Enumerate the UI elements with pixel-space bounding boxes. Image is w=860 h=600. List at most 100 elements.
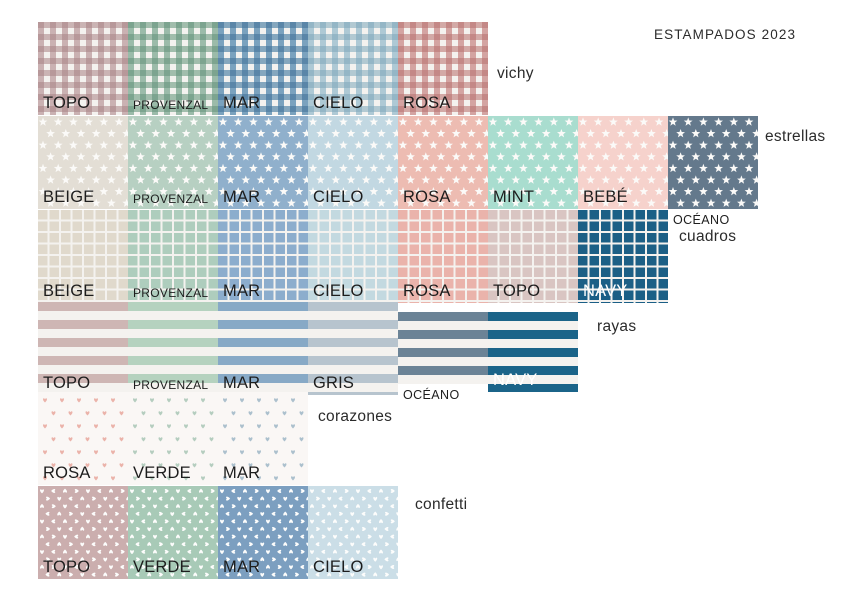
swatch-rayas-gris[interactable]: GRIS [308, 302, 398, 395]
swatch-label: CIELO [313, 187, 364, 206]
group-label-corazones: corazones [318, 408, 393, 425]
swatch-confetti-mar[interactable]: MAR [218, 486, 308, 579]
swatch-label: TOPO [43, 93, 91, 112]
swatch-pattern-hearts [38, 392, 128, 485]
swatch-label: MAR [223, 281, 261, 300]
swatch-pattern-gingham [398, 22, 488, 115]
swatch-rayas-topo[interactable]: TOPO [38, 302, 128, 395]
swatch-label: MAR [223, 463, 261, 482]
swatch-pattern-grid [488, 210, 578, 303]
swatch-cuadros-cielo[interactable]: CIELO [308, 210, 398, 303]
swatch-rayas-provenzal[interactable]: PROVENZAL [128, 302, 218, 395]
swatch-pattern-hearts [218, 392, 308, 485]
swatch-estrellas-mar[interactable]: MAR [218, 116, 308, 209]
swatch-pattern-stripes [38, 302, 128, 395]
swatch-estrellas-cielo[interactable]: CIELO [308, 116, 398, 209]
swatch-cuadros-navy[interactable]: NAVY [578, 210, 668, 303]
swatch-pattern-stars [398, 116, 488, 209]
swatch-estrellas-beige[interactable]: BEIGE [38, 116, 128, 209]
swatch-pattern-confetti [218, 486, 308, 579]
swatch-label: ROSA [403, 281, 451, 300]
swatch-pattern-stripes [308, 302, 398, 395]
swatch-label: VERDE [133, 557, 191, 576]
swatch-pattern-stars [488, 116, 578, 209]
swatch-label: CIELO [313, 281, 364, 300]
swatch-pattern-stripes [488, 312, 578, 392]
swatch-label: ROSA [403, 187, 451, 206]
swatch-pattern-grid [128, 210, 218, 303]
swatch-corazones-verde[interactable]: VERDE [128, 392, 218, 485]
swatch-pattern-confetti [128, 486, 218, 579]
swatch-vichy-cielo[interactable]: CIELO [308, 22, 398, 115]
swatch-label: BEIGE [43, 281, 95, 300]
swatch-estrellas-rosa[interactable]: ROSA [398, 116, 488, 209]
swatch-pattern-stars [128, 116, 218, 209]
swatch-confetti-topo[interactable]: TOPO [38, 486, 128, 579]
group-label-estrellas: estrellas [765, 128, 826, 145]
swatch-pattern-stripes [218, 302, 308, 395]
swatch-label: ROSA [43, 463, 91, 482]
swatch-pattern-grid [218, 210, 308, 303]
swatch-pattern-gingham [218, 22, 308, 115]
swatch-confetti-verde[interactable]: VERDE [128, 486, 218, 579]
swatch-pattern-hearts [128, 392, 218, 485]
swatch-vichy-mar[interactable]: MAR [218, 22, 308, 115]
swatch-label: CIELO [313, 557, 364, 576]
swatch-cuadros-provenzal[interactable]: PROVENZAL [128, 210, 218, 303]
swatch-pattern-stars [668, 116, 758, 209]
swatch-rayas-mar[interactable]: MAR [218, 302, 308, 395]
swatch-label: ROSA [403, 93, 451, 112]
swatch-corazones-mar[interactable]: MAR [218, 392, 308, 485]
swatch-label: PROVENZAL [133, 192, 209, 206]
swatch-label: PROVENZAL [133, 98, 209, 112]
swatch-label: TOPO [43, 373, 91, 392]
swatch-label: BEIGE [43, 187, 95, 206]
swatch-label: PROVENZAL [133, 286, 209, 300]
swatch-pattern-stars [308, 116, 398, 209]
swatch-label: OCÉANO [403, 388, 460, 402]
group-label-confetti: confetti [415, 496, 468, 513]
swatch-label: MAR [223, 373, 261, 392]
swatch-pattern-confetti [308, 486, 398, 579]
group-label-cuadros: cuadros [679, 228, 737, 245]
group-label-rayas: rayas [597, 318, 637, 335]
swatch-estrellas-mint[interactable]: MINT [488, 116, 578, 209]
swatch-vichy-rosa[interactable]: ROSA [398, 22, 488, 115]
swatch-label: BEBÉ [583, 187, 628, 206]
swatch-pattern-stars [38, 116, 128, 209]
swatch-pattern-grid [578, 210, 668, 303]
swatch-cuadros-topo[interactable]: TOPO [488, 210, 578, 303]
swatch-corazones-rosa[interactable]: ROSA [38, 392, 128, 485]
swatch-label: NAVY [493, 370, 538, 389]
swatch-vichy-provenzal[interactable]: PROVENZAL [128, 22, 218, 115]
swatch-label: TOPO [43, 557, 91, 576]
swatch-rayas-navy[interactable]: NAVY [488, 312, 578, 392]
swatch-label: MAR [223, 557, 261, 576]
swatch-label: VERDE [133, 463, 191, 482]
swatch-label: PROVENZAL [133, 378, 209, 392]
swatch-estrellas-ocano[interactable] [668, 116, 758, 209]
swatch-pattern-gingham [38, 22, 128, 115]
swatch-label: MAR [223, 93, 261, 112]
swatch-label: TOPO [493, 281, 541, 300]
swatch-pattern-grid [308, 210, 398, 303]
swatch-label: OCÉANO [673, 213, 730, 227]
swatch-estrellas-beb[interactable]: BEBÉ [578, 116, 668, 209]
swatch-label: CIELO [313, 93, 364, 112]
swatch-cuadros-rosa[interactable]: ROSA [398, 210, 488, 303]
swatch-label: NAVY [583, 281, 628, 300]
swatch-vichy-topo[interactable]: TOPO [38, 22, 128, 115]
swatch-pattern-gingham [128, 22, 218, 115]
swatch-pattern-grid [398, 210, 488, 303]
swatch-cuadros-mar[interactable]: MAR [218, 210, 308, 303]
group-label-vichy: vichy [497, 65, 534, 82]
swatch-pattern-stripes [398, 312, 488, 384]
swatch-confetti-cielo[interactable]: CIELO [308, 486, 398, 579]
swatch-pattern-gingham [308, 22, 398, 115]
swatch-pattern-stars [218, 116, 308, 209]
swatch-pattern-stripes [128, 302, 218, 395]
swatch-rayas-ocano[interactable] [398, 312, 488, 384]
swatch-cuadros-beige[interactable]: BEIGE [38, 210, 128, 303]
swatch-estrellas-provenzal[interactable]: PROVENZAL [128, 116, 218, 209]
